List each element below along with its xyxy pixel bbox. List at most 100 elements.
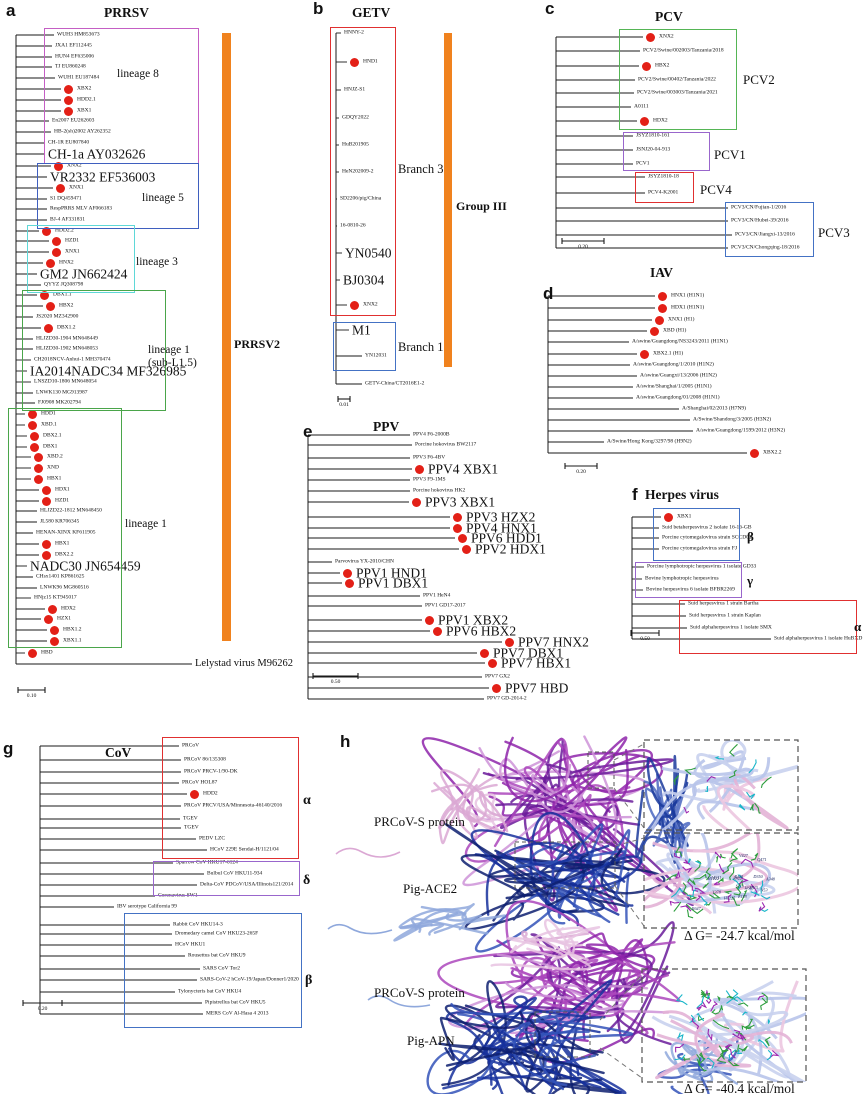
clade-box: [153, 861, 300, 896]
taxon-label: HNJZ-S1: [344, 86, 366, 93]
residue-label: D350: [752, 874, 763, 879]
taxon-label: PPV7 DBX1: [493, 645, 564, 661]
taxon-label: M1: [352, 322, 371, 338]
scale-bar-label: 0.50: [640, 636, 650, 642]
selected-strain-dot: [46, 258, 55, 268]
clade-box: [8, 408, 122, 648]
taxon-label: PPV4 F6-2000B: [413, 431, 450, 438]
taxon-label: PPV7 GX2: [485, 673, 510, 680]
taxon-label: HDD2: [203, 790, 218, 797]
taxon-label: SARS CoV Tor2: [203, 965, 241, 972]
selected-strain-dot: [56, 183, 65, 193]
selected-strain-dot: [750, 448, 759, 458]
taxon-label: JXA1 EF112445: [55, 42, 92, 49]
scale-bar-label: 0.10: [26, 693, 37, 699]
taxon-label: LNWK130 MG913987: [36, 389, 88, 396]
taxon-label: PPV7 HBD: [505, 680, 569, 696]
taxon-label: Lelystad virus M96262: [195, 657, 293, 669]
taxon-label: Tylonycteris bat CoV HKU4: [178, 988, 242, 995]
taxon-label: CH-1R EU807840: [48, 139, 90, 146]
taxon-label: PRCoV HOL87: [182, 779, 218, 786]
taxon-label: XNX1 (H1): [668, 316, 695, 323]
taxon-label: HUN4 EF635006: [55, 53, 94, 60]
taxon-label: PRCoV: [182, 742, 200, 749]
selected-strain-dot: [664, 512, 673, 522]
taxon-label: PPV3 F9-1MS: [413, 476, 446, 483]
panel-f-title: Herpes virus: [645, 487, 719, 502]
clade-box: [635, 562, 742, 598]
taxon-label: PPV7 HBX1: [501, 655, 572, 671]
taxon-label: JSYZ1810-161: [636, 132, 670, 139]
taxon-label: Delta-CoV PDCoV/USA/Illinois121/2014: [200, 881, 294, 888]
selected-strain-dot: [50, 625, 59, 635]
taxon-label: Suid herpesvirus 1 strain Kaplan: [689, 612, 761, 619]
panel-e-letter: e: [303, 422, 313, 441]
taxon-label: A/Shanghai/02/2013 (H7N9): [682, 405, 747, 412]
taxon-label: XNX1: [69, 184, 84, 191]
taxon-label: DBX1.1: [53, 291, 72, 298]
delta-g-value: Δ G= -24.7 kcal/mol: [684, 928, 795, 943]
residue-label: R115: [734, 874, 744, 879]
taxon-label: Suid herpesvirus 1 strain Bartha: [688, 600, 759, 607]
panel-e-title: PPV: [373, 419, 400, 434]
taxon-label: LNWK96 MG860516: [40, 584, 89, 591]
taxon-label: RespPRRS MLV AF066183: [50, 205, 113, 212]
selected-strain-dot: [658, 291, 667, 301]
selected-strain-dot: [42, 485, 51, 495]
taxon-label: VR2332 EF536003: [50, 169, 156, 185]
clade-box: [124, 913, 302, 1028]
taxon-label: PCV3/CN/Chongqing-18/2016: [731, 244, 800, 251]
taxon-label: Bovine lymphotropic herpesvirus: [645, 575, 719, 582]
selected-strain-dot: [505, 637, 514, 647]
selected-strain-dot: [646, 32, 655, 42]
selected-strain-dot: [492, 683, 501, 693]
panel-c-letter: c: [545, 0, 555, 18]
taxon-label: DBX1.2: [57, 324, 76, 331]
taxon-label: IA2014NADC34 MF326985: [30, 363, 187, 379]
taxon-label: HNjz15 KT945017: [34, 594, 77, 601]
residue-label: H1222: [707, 876, 719, 881]
selected-strain-dot: [345, 578, 354, 588]
taxon-label: XBX2: [77, 85, 92, 92]
taxon-label: A/swine/Guangxi/13/2006 (H1N2): [640, 372, 717, 379]
taxon-label: GM2 JN662424: [40, 266, 128, 282]
taxon-label: HBX1: [55, 540, 70, 547]
taxon-label: HND1: [363, 58, 378, 65]
selected-strain-dot: [30, 442, 39, 452]
taxon-label: YN12031: [365, 352, 387, 359]
clade-box: [619, 29, 737, 130]
taxon-label: Porcine cytomegalovirus strain SCCD01: [662, 534, 752, 541]
taxon-label: JS2020 MZ342900: [36, 313, 79, 320]
selected-strain-dot: [488, 658, 497, 668]
taxon-label: HB-2(sh)2002 AY262352: [54, 128, 111, 135]
clade-box: [37, 163, 199, 229]
taxon-label: PPV2 HDX1: [475, 541, 546, 557]
taxon-label: DBX2.1: [43, 432, 62, 439]
taxon-label: PCV2/Swine/002003/Tanzania/2018: [643, 47, 724, 54]
panel-f-letter: f: [632, 485, 638, 504]
taxon-label: PPV1 HeN4: [423, 592, 451, 599]
taxon-label: Bovine herpesvirus 6 isolate BFBR2269: [646, 586, 735, 593]
selected-strain-dot: [40, 290, 49, 300]
taxon-label: TJ EU860248: [55, 63, 86, 70]
taxon-label: Porcine lymphotropic herpesvirus 1 isola…: [647, 563, 757, 570]
clade-box: [333, 322, 396, 371]
delta-g-value: Δ G= -40.4 kcal/mol: [684, 1081, 795, 1094]
taxon-label: Dromedary camel CoV HKU23-265F: [175, 930, 259, 937]
scale-bar-label: 0.20: [578, 244, 588, 250]
clade-label: β: [747, 529, 754, 544]
taxon-label: A/swine/Guangdong/NS3243/2011 (H1N1): [632, 338, 728, 345]
residue-label: R647: [691, 906, 702, 911]
selected-strain-dot: [655, 315, 664, 325]
taxon-label: HLJZD22-1812 MN648450: [40, 507, 102, 514]
taxon-label: DBX2.2: [55, 551, 74, 558]
residue-label: H605: [743, 885, 753, 890]
clade-label: lineage 3: [136, 256, 178, 268]
clade-label: α: [854, 619, 862, 634]
taxon-label: XBX2.2: [763, 449, 782, 456]
clade-label: PCV4: [700, 182, 732, 197]
selected-strain-dot: [28, 648, 37, 658]
taxon-label: XBX1: [677, 513, 692, 520]
taxon-label: HLJZD30-1902 MN648053: [36, 345, 98, 352]
